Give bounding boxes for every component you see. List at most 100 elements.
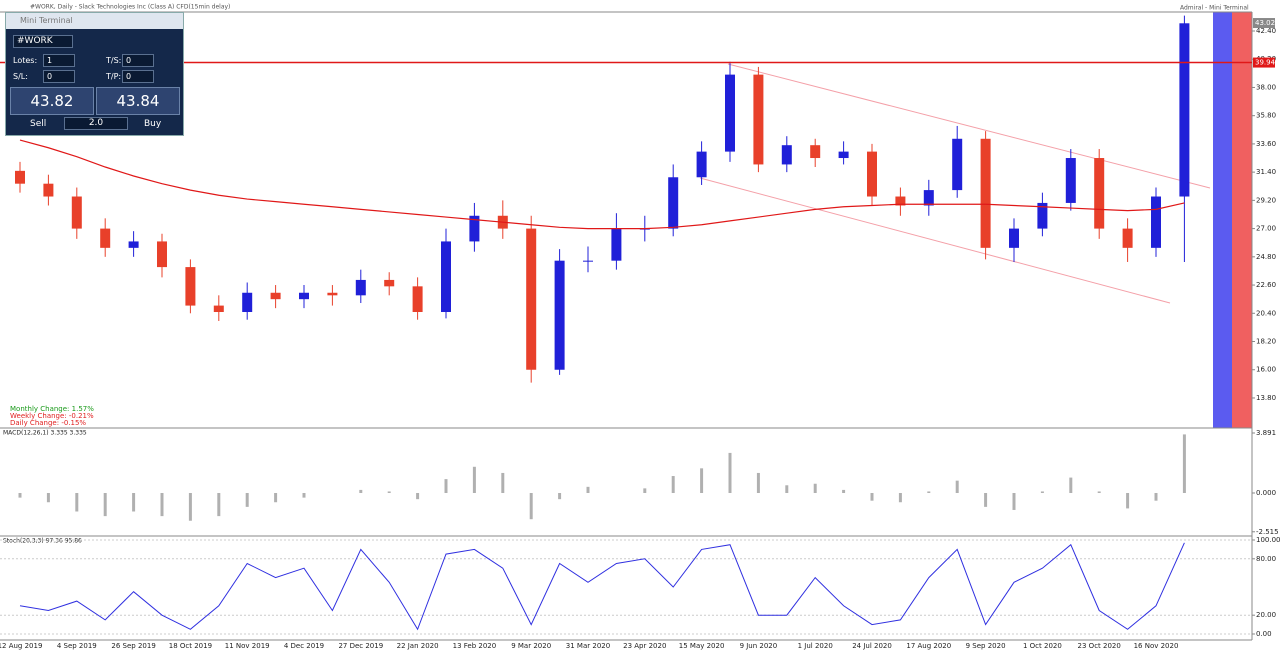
- x-tick-label: 4 Sep 2019: [57, 642, 97, 650]
- candle-body: [583, 260, 593, 262]
- candle-body: [384, 279, 395, 287]
- x-tick-label: 9 Jun 2020: [740, 642, 778, 650]
- price-line-box: [1253, 57, 1275, 68]
- chart-title: #WORK, Daily - Slack Technologies Inc (C…: [30, 4, 230, 11]
- tp-label: T/P:: [106, 72, 122, 81]
- y-tick-label: 3.891: [1256, 429, 1276, 437]
- candle-body: [668, 177, 679, 229]
- tp-input[interactable]: 0: [122, 70, 154, 83]
- candle-body: [554, 260, 565, 370]
- y-tick-label: 33.60: [1256, 140, 1276, 148]
- candle-body: [412, 286, 423, 313]
- y-tick-label: 0.00: [1256, 630, 1272, 638]
- candle-body: [1122, 228, 1133, 248]
- ask-price[interactable]: 43.84: [96, 87, 180, 115]
- candle-body: [952, 138, 963, 191]
- candle-body: [1179, 23, 1190, 197]
- bid-price[interactable]: 43.82: [10, 87, 94, 115]
- y-tick-label: 27.00: [1256, 225, 1276, 233]
- candle-body: [157, 241, 167, 268]
- ts-label: T/S:: [106, 56, 122, 65]
- candle-body: [725, 74, 735, 152]
- x-tick-label: 16 Nov 2020: [1134, 642, 1179, 650]
- y-tick-label: 29.20: [1256, 196, 1276, 204]
- candle-body: [213, 305, 224, 313]
- candle-body: [441, 241, 451, 313]
- band-red: [1232, 12, 1252, 428]
- candle-body: [1009, 228, 1019, 248]
- lots-label: Lotes:: [13, 56, 38, 65]
- candle-body: [696, 151, 707, 178]
- candle-body: [611, 228, 622, 261]
- y-tick-label: 80.00: [1256, 555, 1276, 563]
- candle-body: [781, 145, 792, 165]
- x-tick-label: 15 May 2020: [679, 642, 725, 650]
- stoch-title: Stoch(20,3,3) 97.36 95.86: [3, 538, 82, 545]
- x-tick-label: 26 Sep 2019: [111, 642, 155, 650]
- x-tick-label: 18 Oct 2019: [169, 642, 212, 650]
- lots-input[interactable]: 1: [43, 54, 75, 67]
- candle-body: [128, 241, 139, 248]
- candle-body: [100, 228, 111, 248]
- mini-terminal: Mini Terminal #WORK Lotes: 1 T/S: 0 S/L:…: [5, 12, 184, 136]
- symbol-select[interactable]: #WORK: [13, 35, 73, 48]
- x-tick-label: 1 Oct 2020: [1023, 642, 1062, 650]
- band-blue: [1213, 12, 1232, 428]
- y-tick-label: 18.20: [1256, 338, 1276, 346]
- y-tick-label: 35.80: [1256, 112, 1276, 120]
- y-tick-label: 13.80: [1256, 394, 1276, 402]
- candle-body: [299, 292, 309, 300]
- x-tick-label: 11 Nov 2019: [225, 642, 270, 650]
- x-tick-label: 9 Sep 2020: [966, 642, 1006, 650]
- x-tick-label: 23 Oct 2020: [1078, 642, 1121, 650]
- volume-input[interactable]: 2.0: [64, 117, 128, 130]
- x-tick-label: 9 Mar 2020: [511, 642, 551, 650]
- x-tick-label: 4 Dec 2019: [284, 642, 324, 650]
- candle-body: [895, 196, 906, 206]
- x-tick-label: 13 Feb 2020: [453, 642, 497, 650]
- candle-body: [867, 151, 877, 197]
- x-tick-label: 1 Jul 2020: [798, 642, 833, 650]
- bid-box: [1253, 18, 1275, 29]
- candle-body: [43, 183, 54, 197]
- candle-body: [71, 196, 82, 229]
- y-tick-label: 38.00: [1256, 83, 1276, 91]
- y-tick-label: 16.00: [1256, 366, 1276, 374]
- x-tick-label: 12 Aug 2019: [0, 642, 42, 650]
- candle-body: [1094, 158, 1105, 229]
- daily-change: Daily Change: -0.15%: [10, 419, 86, 427]
- x-tick-label: 17 Aug 2020: [906, 642, 951, 650]
- candle-body: [980, 138, 991, 248]
- buy-button[interactable]: Buy: [144, 119, 162, 129]
- y-tick-label: 100.00: [1256, 536, 1280, 544]
- price-line-label: 39.94: [1255, 59, 1276, 67]
- candle-body: [1065, 158, 1076, 203]
- x-tick-label: 23 Apr 2020: [623, 642, 666, 650]
- y-tick-label: 31.40: [1256, 168, 1276, 176]
- candle-body: [270, 292, 281, 300]
- candle-body: [753, 74, 764, 165]
- ts-input[interactable]: 0: [122, 54, 154, 67]
- sl-input[interactable]: 0: [43, 70, 75, 83]
- y-tick-label: 42.40: [1256, 27, 1276, 35]
- candle-body: [1037, 202, 1048, 229]
- x-tick-label: 27 Dec 2019: [338, 642, 383, 650]
- x-tick-label: 31 Mar 2020: [566, 642, 610, 650]
- sl-label: S/L:: [13, 72, 28, 81]
- candle-body: [355, 279, 366, 296]
- y-tick-label: -2.515: [1256, 528, 1279, 536]
- macd-title: MACD(12,26,1) 3.335 3.335: [3, 430, 87, 437]
- x-tick-label: 22 Jan 2020: [397, 642, 439, 650]
- stoch-line: [19, 542, 1185, 631]
- y-tick-label: 24.80: [1256, 253, 1276, 261]
- sell-button[interactable]: Sell: [30, 119, 47, 129]
- candle-body: [526, 228, 537, 370]
- moving-average: [19, 139, 1185, 230]
- candle-body: [923, 190, 934, 206]
- right-title: Admiral - Mini Terminal: [1180, 5, 1249, 12]
- x-tick-label: 24 Jul 2020: [852, 642, 892, 650]
- candle-body: [469, 215, 480, 242]
- candle-body: [15, 170, 25, 184]
